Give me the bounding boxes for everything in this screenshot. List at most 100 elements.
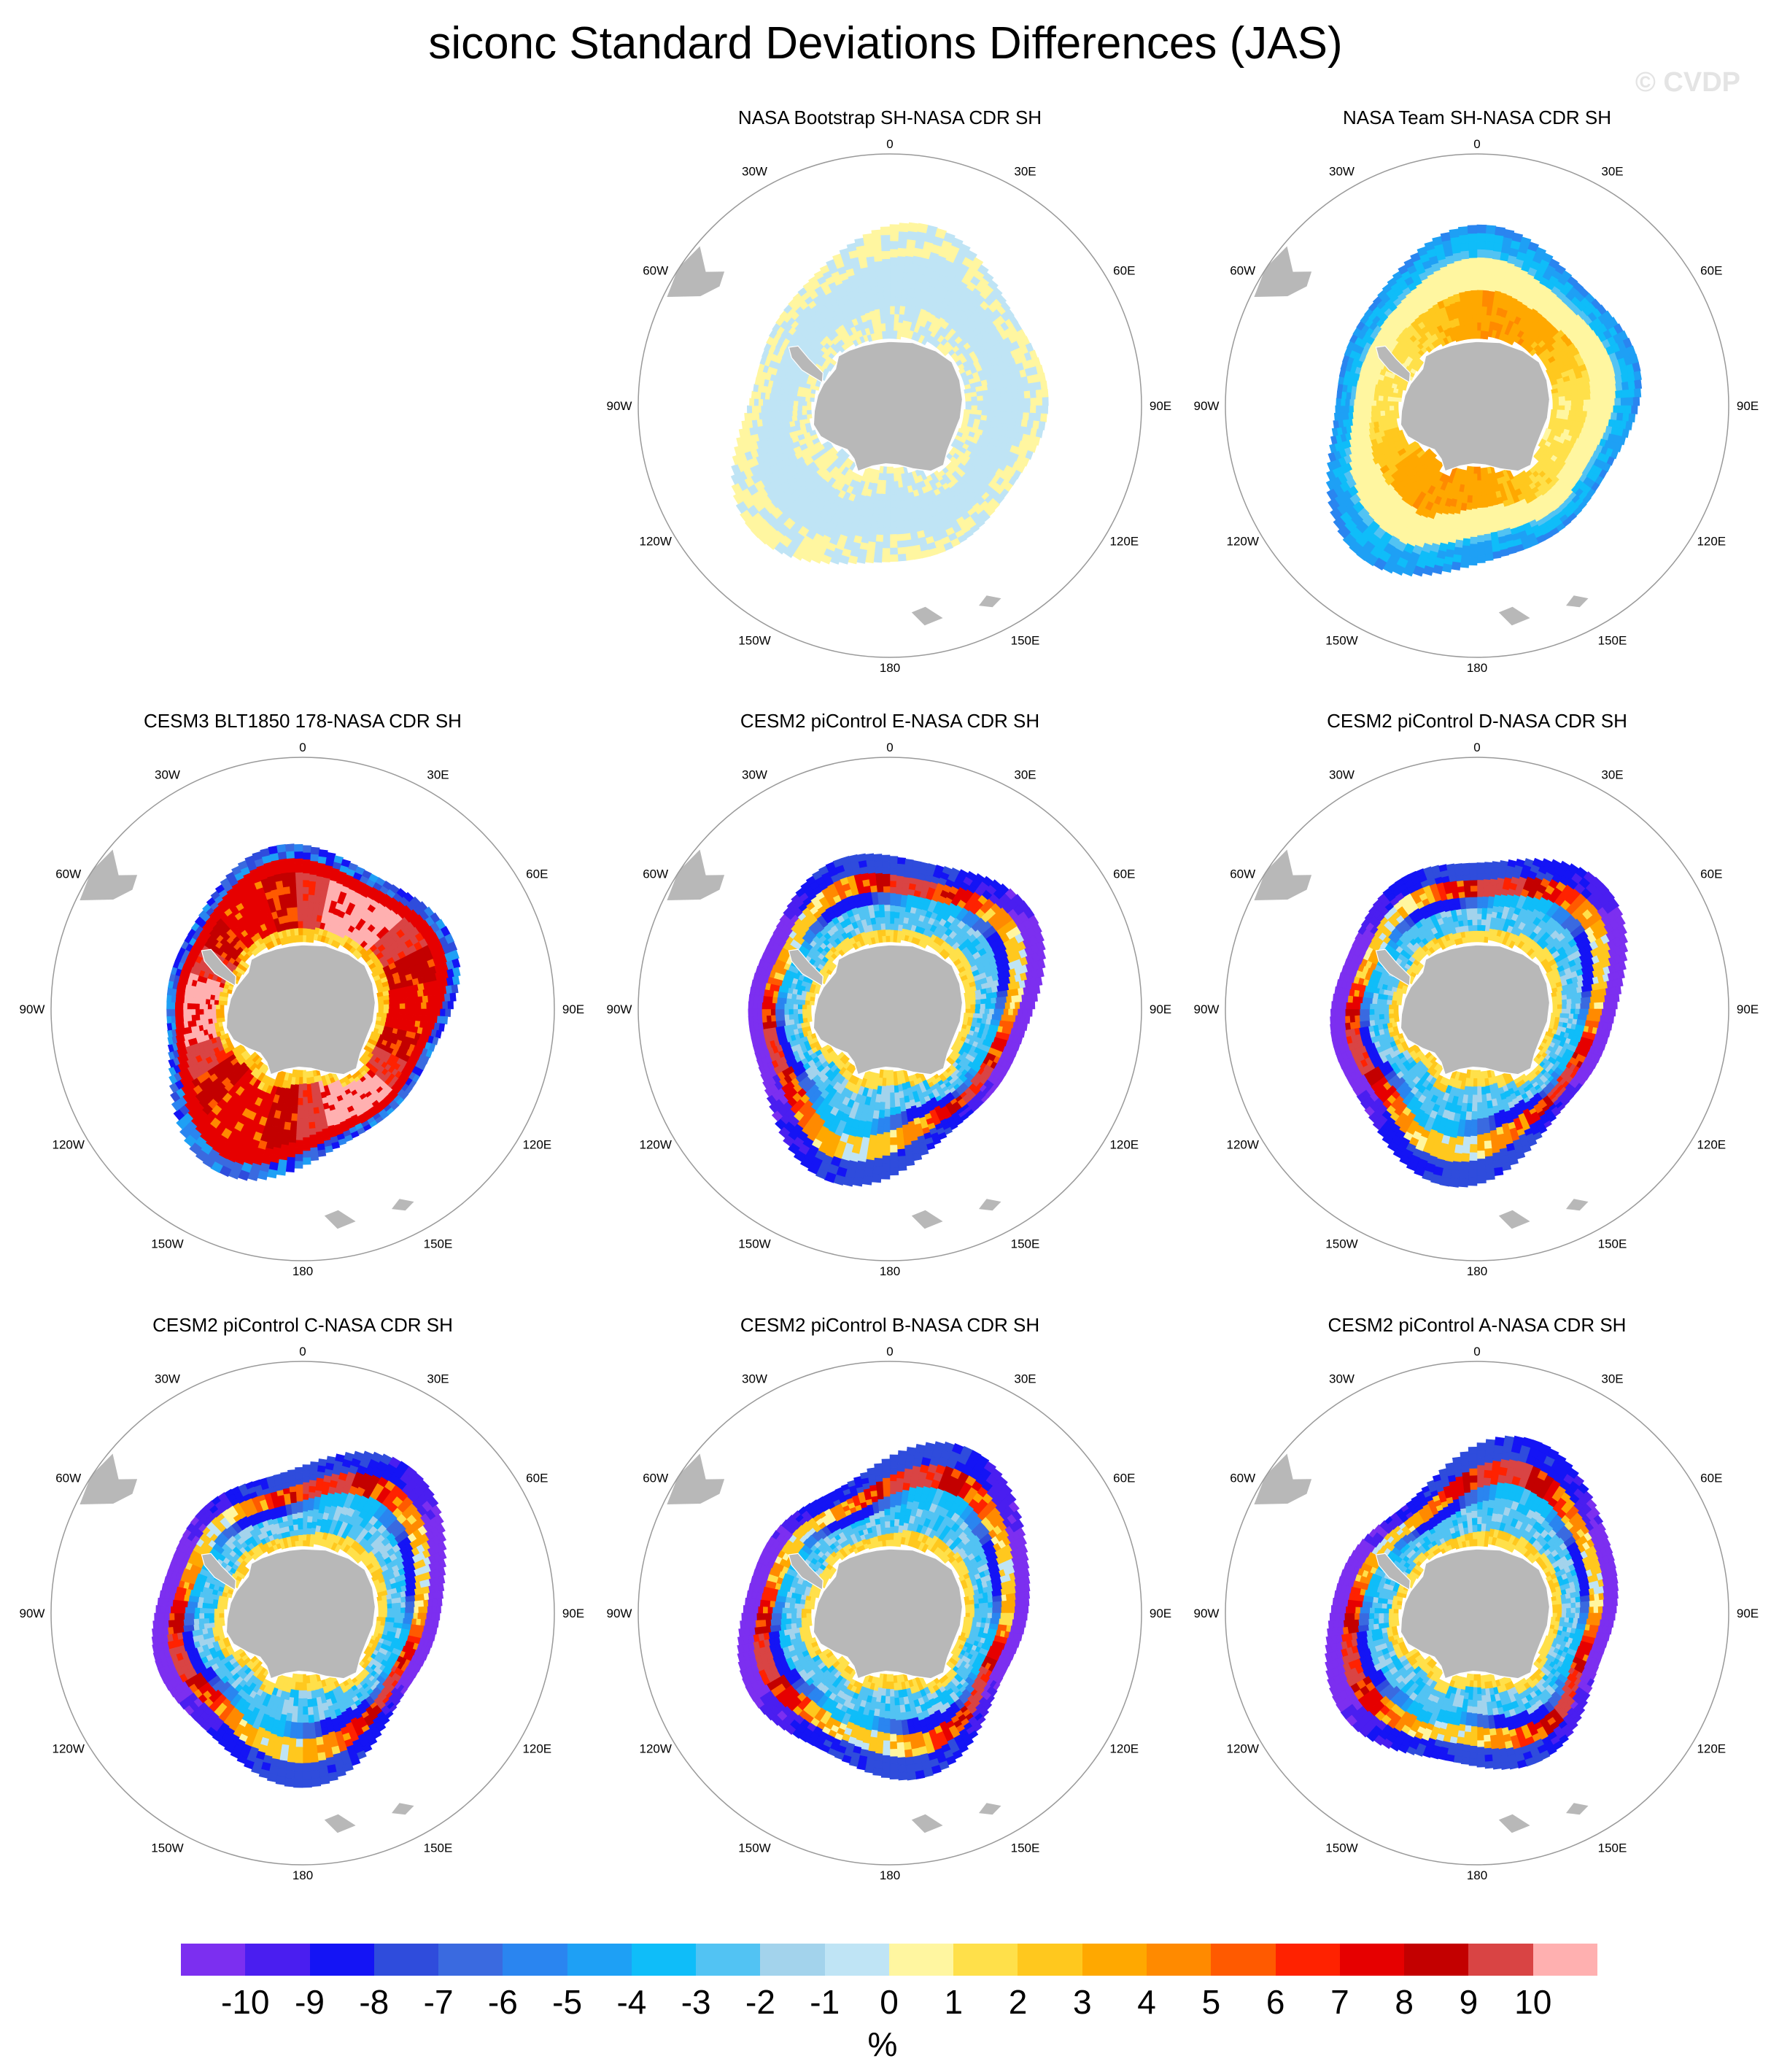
field-cell xyxy=(1366,405,1372,412)
field-cell xyxy=(965,250,977,262)
field-cell xyxy=(1333,517,1346,530)
field-cell xyxy=(422,1056,430,1064)
field-cell xyxy=(846,242,857,252)
field-cell xyxy=(307,901,314,909)
field-cell xyxy=(934,228,947,239)
field-cell xyxy=(872,244,883,255)
field-cell xyxy=(1625,421,1633,430)
field-cell xyxy=(889,273,897,282)
field-cell xyxy=(1023,405,1031,414)
field-cell xyxy=(298,1091,303,1099)
field-cell xyxy=(1032,436,1041,446)
field-cell xyxy=(1451,244,1462,254)
field-cell xyxy=(307,1102,314,1110)
field-cell xyxy=(1481,494,1488,502)
field-cell xyxy=(805,396,810,402)
field-cell xyxy=(1396,397,1402,402)
field-cell xyxy=(895,288,903,298)
field-cell xyxy=(862,233,873,243)
field-cell xyxy=(769,393,775,401)
field-cell xyxy=(877,284,885,293)
field-cell xyxy=(1473,330,1478,339)
field-cell xyxy=(302,893,309,901)
field-cell xyxy=(220,1004,225,1010)
field-cell xyxy=(1336,398,1341,406)
field-cell xyxy=(1476,241,1487,250)
field-cell xyxy=(415,1002,422,1010)
field-cell xyxy=(302,927,308,936)
map-panel: CESM3 BLT1850 178-NASA CDR SH 0 30E 60E 90E 1… xyxy=(20,709,585,1307)
field-cell xyxy=(314,1118,322,1127)
field-cell xyxy=(1596,418,1604,426)
field-cell xyxy=(900,506,907,515)
field-cell xyxy=(894,481,899,489)
field-cell xyxy=(170,1002,176,1010)
panel-title: NASA Team SH-NASA CDR SH xyxy=(1343,107,1611,128)
field-cell xyxy=(310,854,319,862)
field-cell xyxy=(976,390,983,397)
field-cell xyxy=(894,500,902,509)
field-cell xyxy=(740,509,753,523)
field-cell xyxy=(1341,391,1347,399)
field-cell xyxy=(421,1002,427,1010)
longitude-label: 30W xyxy=(742,165,767,179)
field-cell xyxy=(878,507,886,515)
field-cell xyxy=(1618,436,1627,446)
field-cell xyxy=(298,1077,303,1085)
field-cell xyxy=(199,1013,205,1021)
field-cell xyxy=(362,870,373,879)
field-cell xyxy=(290,1120,298,1129)
field-cell xyxy=(876,276,884,285)
field-cell xyxy=(880,314,886,324)
field-cell xyxy=(1035,428,1044,438)
field-cell xyxy=(315,875,325,884)
field-cell xyxy=(886,466,891,474)
field-cell xyxy=(756,405,762,413)
field-cell xyxy=(302,1097,309,1105)
field-cell xyxy=(1038,421,1046,430)
field-cell xyxy=(889,314,895,323)
field-cell xyxy=(1016,411,1024,420)
field-cell xyxy=(1473,473,1478,482)
field-cell xyxy=(1481,507,1489,515)
field-cell xyxy=(217,1000,224,1005)
field-cell xyxy=(889,547,899,555)
field-cell xyxy=(1619,405,1626,414)
field-cell xyxy=(987,410,994,417)
field-cell xyxy=(796,395,802,401)
field-cell xyxy=(889,527,897,536)
field-cell xyxy=(166,987,173,996)
field-cell xyxy=(1349,398,1355,406)
field-cell xyxy=(1461,258,1470,268)
field-cell xyxy=(403,1008,410,1016)
field-cell xyxy=(1006,405,1013,413)
field-cell xyxy=(1328,498,1340,511)
field-cell xyxy=(880,242,891,252)
field-cell xyxy=(294,1161,303,1169)
field-cell xyxy=(187,1014,193,1021)
field-cell xyxy=(1589,405,1596,412)
field-cell xyxy=(753,384,759,393)
field-cell xyxy=(1337,383,1344,392)
field-cell xyxy=(1389,405,1395,411)
field-cell xyxy=(1380,400,1386,406)
field-cell xyxy=(1577,394,1585,401)
field-cell xyxy=(1614,442,1623,452)
field-cell xyxy=(308,1115,315,1123)
field-cell xyxy=(1030,398,1037,406)
field-cell xyxy=(1562,409,1570,416)
field-cell xyxy=(1371,410,1376,417)
field-cell xyxy=(1468,322,1473,331)
field-cell xyxy=(381,1013,388,1018)
field-cell xyxy=(1470,273,1478,282)
field-cell xyxy=(1331,428,1338,437)
field-cell xyxy=(1554,264,1567,275)
field-cell xyxy=(975,409,983,416)
field-cell xyxy=(427,1015,433,1023)
field-cell xyxy=(1482,520,1490,528)
field-cell xyxy=(383,1004,390,1010)
field-cell xyxy=(970,391,977,398)
field-cell xyxy=(1489,519,1497,527)
field-cell xyxy=(183,996,190,1004)
